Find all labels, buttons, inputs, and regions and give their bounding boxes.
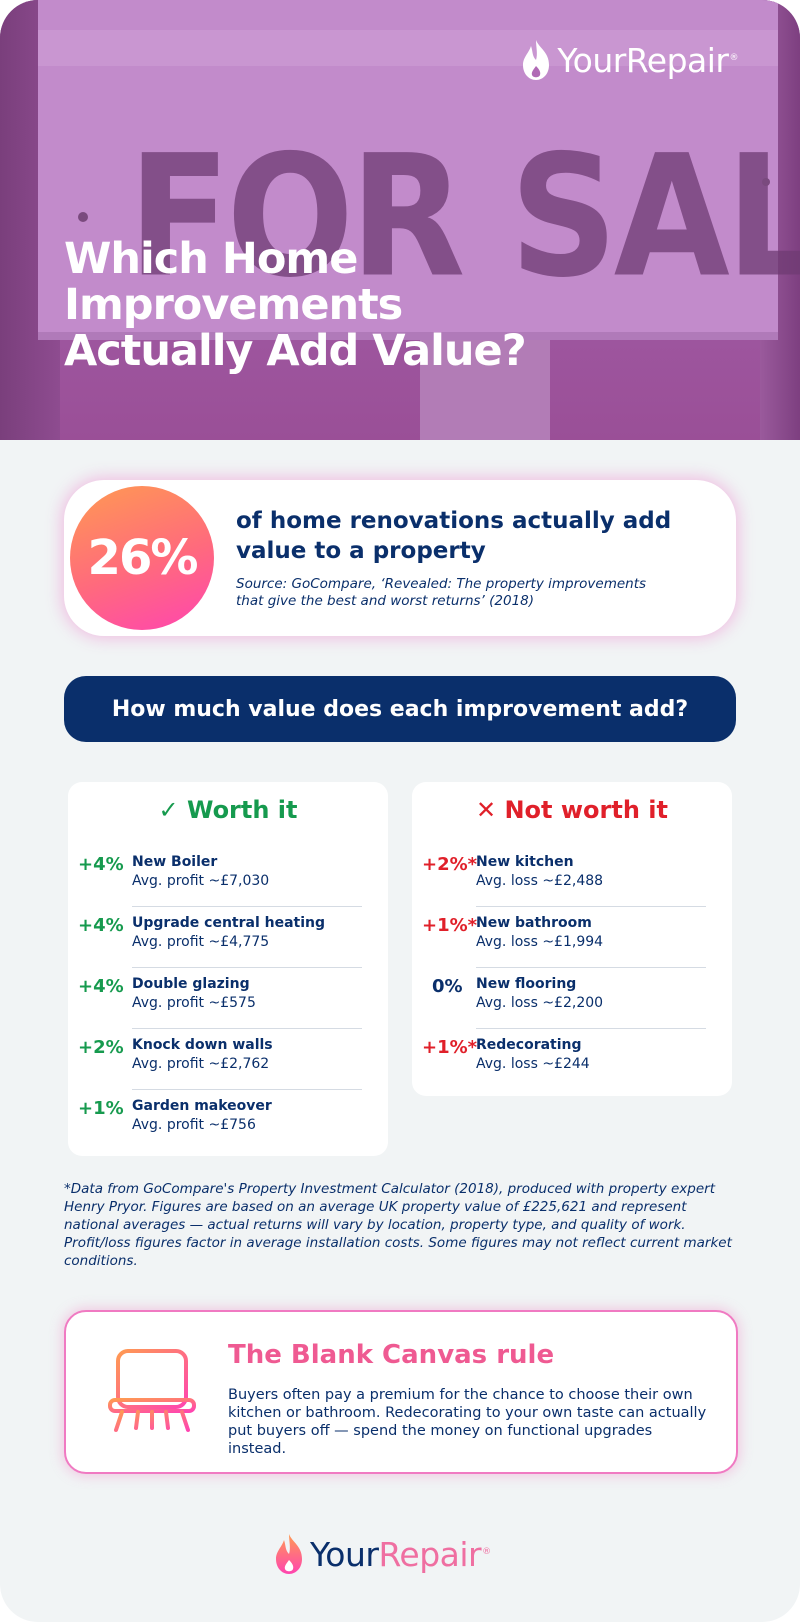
list-item: +4% Double glazing Avg. profit ~£575 — [78, 970, 368, 1030]
list-item: 0% New flooring Avg. loss ~£2,200 — [422, 970, 712, 1030]
avg-loss: Avg. loss ~£2,488 — [476, 873, 604, 889]
stat-circle: 26% — [70, 486, 214, 630]
value-change: +2% — [78, 1037, 124, 1058]
avg-profit: Avg. profit ~£2,762 — [132, 1056, 270, 1072]
improvement-name: New bathroom — [476, 915, 592, 931]
registered-mark: ® — [482, 1546, 491, 1557]
brand-name-your: Your — [557, 40, 626, 80]
list-item: +4% Upgrade central heating Avg. profit … — [78, 909, 368, 969]
improvement-name: New Boiler — [132, 854, 218, 870]
list-item: +1%* Redecorating Avg. loss ~£244 — [422, 1031, 712, 1091]
avg-profit: Avg. profit ~£4,775 — [132, 934, 270, 950]
list-item: +1%* New bathroom Avg. loss ~£1,994 — [422, 909, 712, 969]
sign-screw — [762, 178, 770, 186]
stat-source: Source: GoCompare, ‘Revealed: The proper… — [236, 576, 647, 609]
divider — [476, 1028, 706, 1029]
footnote: *Data from GoCompare's Property Investme… — [64, 1181, 732, 1269]
sign-screw — [78, 212, 88, 222]
sign-post — [420, 340, 550, 440]
section-banner-text: How much value does each improvement add… — [111, 696, 689, 722]
flame-icon — [276, 1534, 302, 1574]
improvement-name: Upgrade central heating — [132, 915, 326, 931]
improvement-name: New kitchen — [476, 854, 574, 870]
section-banner: How much value does each improvement add… — [64, 676, 736, 742]
not-worth-it-heading: ✕ Not worth it — [476, 796, 668, 824]
sign-highlight — [38, 30, 778, 66]
avg-loss: Avg. loss ~£244 — [476, 1056, 590, 1072]
avg-profit: Avg. profit ~£756 — [132, 1117, 256, 1133]
value-change: +4% — [78, 976, 124, 997]
page-title: Which Home Improvements Actually Add Val… — [64, 234, 527, 376]
brand-logo-bottom: YourRepair® — [272, 1532, 491, 1576]
avg-loss: Avg. loss ~£1,994 — [476, 934, 604, 950]
avg-loss: Avg. loss ~£2,200 — [476, 995, 604, 1011]
tip-card — [64, 1310, 738, 1474]
divider — [476, 967, 706, 968]
avg-profit: Avg. profit ~£7,030 — [132, 873, 270, 889]
list-item: +2% Knock down walls Avg. profit ~£2,762 — [78, 1031, 368, 1091]
improvement-name: New flooring — [476, 976, 577, 992]
divider — [132, 1028, 362, 1029]
divider — [132, 1089, 362, 1090]
improvement-name: Garden makeover — [132, 1098, 272, 1114]
list-item: +1% Garden makeover Avg. profit ~£756 — [78, 1092, 368, 1152]
list-item: +2%* New kitchen Avg. loss ~£2,488 — [422, 848, 712, 908]
worth-it-list: ✓ Worth it +4% New Boiler Avg. profit ~£… — [68, 782, 388, 1156]
improvement-name: Redecorating — [476, 1037, 582, 1053]
avg-profit: Avg. profit ~£575 — [132, 995, 256, 1011]
brand-name-repair: Repair — [625, 40, 729, 80]
value-change: +4% — [78, 915, 124, 936]
divider — [476, 906, 706, 907]
hero-banner: FOR SALE Which Home Improvements Actuall… — [0, 0, 800, 440]
brand-name-repair: Repair — [378, 1534, 482, 1574]
not-worth-it-list: ✕ Not worth it +2%* New kitchen Avg. los… — [412, 782, 732, 1096]
tip-title: The Blank Canvas rule — [228, 1340, 555, 1370]
worth-it-heading: ✓ Worth it — [158, 796, 298, 824]
flame-icon — [523, 40, 550, 80]
stat-value: 26% — [87, 530, 199, 586]
value-change: +1%* — [422, 1037, 478, 1058]
stat-description: of home renovations actually add value t… — [236, 508, 672, 564]
value-change: +2%* — [422, 854, 478, 875]
brand-name-your: Your — [310, 1534, 379, 1574]
list-item: +4% New Boiler Avg. profit ~£7,030 — [78, 848, 368, 908]
improvement-name: Knock down walls — [132, 1037, 273, 1053]
registered-mark: ® — [729, 52, 739, 63]
canvas-chair-icon — [108, 1349, 196, 1432]
value-change: +1% — [78, 1098, 124, 1119]
value-change: +4% — [78, 854, 124, 875]
brand-name: YourRepair® — [557, 41, 738, 80]
improvement-name: Double glazing — [132, 976, 250, 992]
value-change: 0% — [432, 976, 463, 997]
value-change: +1%* — [422, 915, 478, 936]
divider — [132, 967, 362, 968]
brand-name: YourRepair® — [310, 1535, 491, 1574]
divider — [132, 906, 362, 907]
brand-logo-top: YourRepair® — [519, 38, 738, 82]
tip-body: Buyers often pay a premium for the chanc… — [228, 1387, 707, 1457]
for-sale-sign-text: FOR SALE — [128, 120, 800, 315]
